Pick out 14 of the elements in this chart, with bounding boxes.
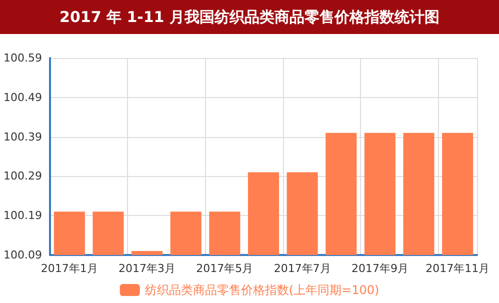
- y-tick-label: 100.39: [4, 130, 42, 144]
- y-tick-label: 100.49: [4, 90, 42, 104]
- y-tick-label: 100.29: [4, 170, 42, 183]
- chart-title: 2017 年 1-11 月我国纺织品类商品零售价格指数统计图: [0, 0, 499, 34]
- x-tick-label: 2017年1月: [40, 262, 98, 275]
- x-tick-label: 2017年3月: [118, 262, 176, 275]
- x-tick-label: 2017年5月: [196, 262, 254, 275]
- y-tick-label: 100.59: [4, 52, 42, 64]
- y-tick-label: 100.09: [4, 248, 42, 262]
- x-tick-label: 2017年11月: [426, 262, 490, 275]
- x-tick-label: 2017年9月: [351, 262, 408, 275]
- y-tick-label: 100.19: [4, 209, 42, 222]
- x-tick-label: 2017年7月: [274, 262, 331, 275]
- legend-label: 纺织品类商品零售价格指数(上年同期=100): [144, 283, 380, 297]
